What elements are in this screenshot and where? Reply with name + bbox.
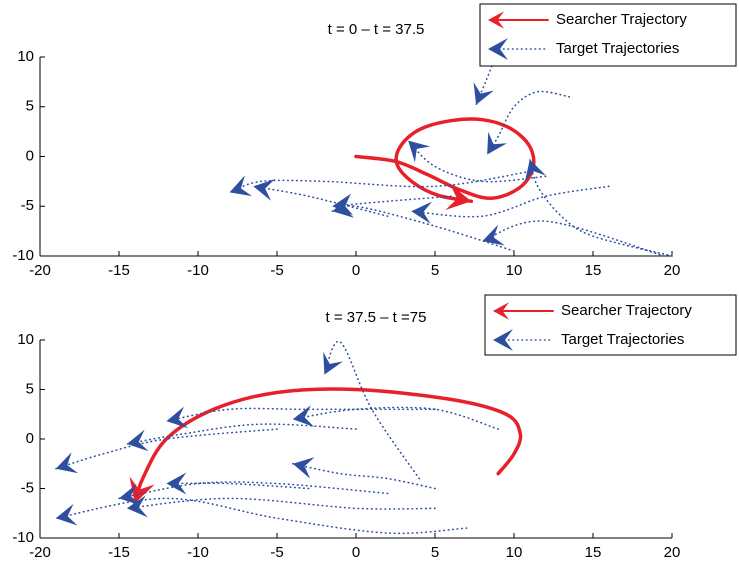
x-tick-label: -5 xyxy=(270,544,283,561)
target-arrowhead xyxy=(126,429,149,452)
y-tick-label: -5 xyxy=(21,197,34,214)
target-arrowhead xyxy=(473,82,494,105)
x-tick-label: 10 xyxy=(506,262,523,279)
x-tick-label: -10 xyxy=(187,544,209,561)
y-tick-label: 5 xyxy=(26,380,34,397)
legend-arrowhead xyxy=(488,38,508,60)
target-arrowhead xyxy=(119,483,141,506)
target-trajectory xyxy=(165,482,310,490)
legend-arrowhead xyxy=(493,302,509,320)
target-arrowhead xyxy=(408,140,431,163)
legend-box xyxy=(484,294,737,356)
legend-label: Target Trajectories xyxy=(561,331,684,348)
target-arrowhead xyxy=(332,193,354,216)
target-trajectory xyxy=(55,428,278,470)
target-trajectory xyxy=(292,406,499,430)
chart-title: t = 0 – t = 37.5 xyxy=(328,21,425,38)
target-arrowhead xyxy=(524,159,546,182)
target-trajectory xyxy=(486,90,571,156)
target-trajectory xyxy=(252,185,389,217)
target-trajectory xyxy=(126,497,436,510)
x-tick-label: 10 xyxy=(506,544,523,561)
target-trajectory xyxy=(126,423,357,445)
target-arrowhead xyxy=(166,472,187,495)
target-trajectory xyxy=(481,220,665,257)
x-tick-label: 0 xyxy=(352,544,360,561)
x-tick-label: -10 xyxy=(187,262,209,279)
target-arrowhead xyxy=(166,406,189,429)
x-tick-label: 5 xyxy=(431,262,439,279)
x-tick-label: -15 xyxy=(108,262,130,279)
legend-label: Target Trajectories xyxy=(556,40,679,57)
searcher-trajectory xyxy=(133,387,523,506)
target-arrowhead xyxy=(323,351,344,375)
target-arrowhead xyxy=(292,405,315,427)
x-tick-label: 15 xyxy=(585,544,602,561)
target-arrowhead xyxy=(55,452,79,474)
target-trajectory xyxy=(55,497,468,535)
x-tick-label: -5 xyxy=(270,262,283,279)
x-tick-label: 5 xyxy=(431,544,439,561)
y-tick-label: 5 xyxy=(26,98,34,115)
target-trajectory xyxy=(228,170,531,194)
x-tick-label: 20 xyxy=(664,262,681,279)
target-arrowhead xyxy=(487,131,508,155)
target-trajectory xyxy=(410,185,610,218)
y-tick-label: 10 xyxy=(17,48,34,65)
target-trajectory xyxy=(118,481,389,500)
legend-label: Searcher Trajectory xyxy=(561,302,692,319)
x-tick-label: 20 xyxy=(664,544,681,561)
legend-arrowhead xyxy=(493,329,513,351)
y-tick-label: -5 xyxy=(21,479,34,496)
y-tick-label: 0 xyxy=(26,147,34,164)
legend-arrowhead xyxy=(488,11,504,29)
target-trajectory xyxy=(323,340,420,480)
target-arrowhead xyxy=(411,201,433,224)
y-tick-label: -10 xyxy=(12,529,34,546)
target-arrowhead xyxy=(55,503,78,526)
target-trajectory xyxy=(292,462,436,490)
y-tick-label: -10 xyxy=(12,247,34,264)
target-arrowhead xyxy=(126,495,148,518)
target-arrowhead xyxy=(482,224,505,246)
legend-box xyxy=(479,3,737,67)
target-trajectory xyxy=(529,158,673,257)
target-trajectory xyxy=(407,139,547,183)
target-trajectory xyxy=(331,195,452,208)
target-arrowhead xyxy=(253,179,275,201)
searcher-trajectory xyxy=(354,117,536,204)
x-tick-label: 0 xyxy=(352,262,360,279)
x-tick-label: -20 xyxy=(29,262,51,279)
x-tick-label: 15 xyxy=(585,262,602,279)
y-tick-label: 10 xyxy=(17,331,34,348)
legend-label: Searcher Trajectory xyxy=(556,11,687,28)
x-tick-label: -20 xyxy=(29,544,51,561)
searcher-arrowhead xyxy=(129,476,155,504)
target-arrowhead xyxy=(229,175,253,197)
y-tick-label: 0 xyxy=(26,430,34,447)
chart-title: t = 37.5 – t =75 xyxy=(326,309,427,326)
x-tick-label: -15 xyxy=(108,544,130,561)
target-trajectory xyxy=(165,407,436,422)
searcher-arrowhead xyxy=(445,184,472,211)
target-arrowhead xyxy=(292,457,315,479)
